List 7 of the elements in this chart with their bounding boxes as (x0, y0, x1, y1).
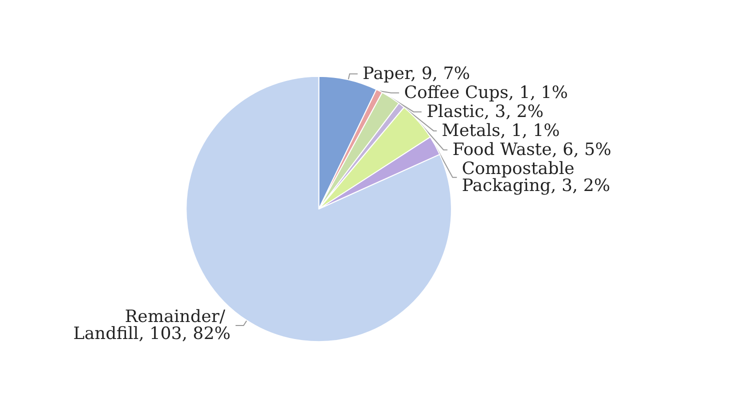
slice-label: Food Waste, 6, 5% (452, 140, 612, 160)
slice-label: Coffee Cups, 1, 1% (404, 82, 568, 103)
slice-label: Plastic, 3, 2% (426, 102, 544, 122)
slice-label: Paper, 9, 7% (362, 64, 470, 84)
slice-label: Compostable Packaging, 3, 2% (462, 158, 610, 196)
slice-label: Remainder/ Landfill, 103, 82% (73, 306, 231, 344)
slice-label: Metals, 1, 1% (442, 120, 560, 141)
